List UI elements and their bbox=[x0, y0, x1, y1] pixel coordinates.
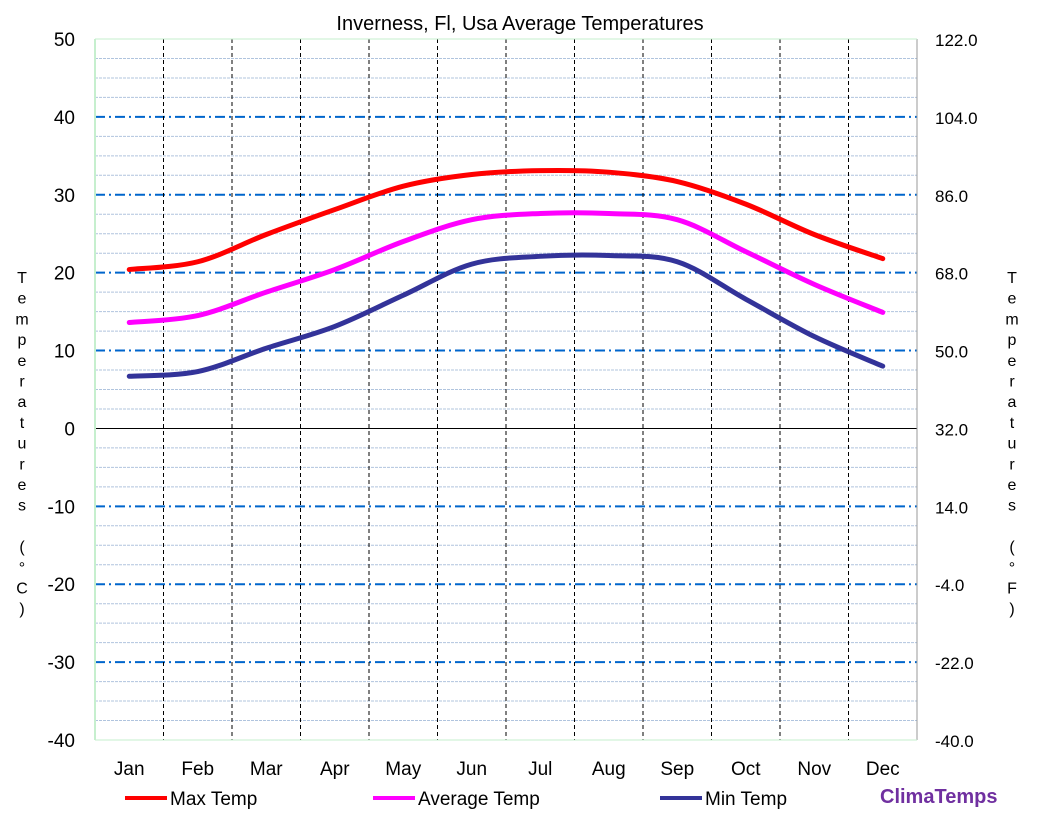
y-right-tick-label: 104.0 bbox=[935, 109, 978, 128]
y-right-tick-label: 50.0 bbox=[935, 343, 968, 362]
y-right-tick-label: -40.0 bbox=[935, 732, 974, 751]
y-tick-label: 40 bbox=[54, 108, 75, 129]
series-line-max-temp bbox=[126, 167, 886, 273]
y-right-tick-label: -22.0 bbox=[935, 654, 974, 673]
y-tick-label: -40 bbox=[48, 731, 75, 752]
y-tick-label: -20 bbox=[48, 575, 75, 596]
y-tick-label: 20 bbox=[54, 264, 75, 285]
y-tick-label: 10 bbox=[54, 342, 75, 363]
legend-label: Average Temp bbox=[418, 789, 540, 810]
x-tick-label: Mar bbox=[250, 759, 283, 780]
y-tick-label: 50 bbox=[54, 30, 75, 51]
y-right-tick-label: 14.0 bbox=[935, 498, 968, 517]
x-tick-label: Apr bbox=[320, 759, 350, 780]
brand-logo: ClimaTemps bbox=[880, 786, 998, 808]
x-tick-label: Dec bbox=[866, 759, 900, 780]
x-tick-label: Oct bbox=[731, 759, 761, 780]
x-tick-label: Sep bbox=[660, 759, 694, 780]
y-tick-label: -10 bbox=[48, 497, 75, 518]
series-line-min-temp bbox=[126, 252, 886, 379]
y-tick-label: 0 bbox=[64, 419, 75, 440]
y-right-tick-label: -4.0 bbox=[935, 576, 964, 595]
legend-label: Max Temp bbox=[170, 789, 257, 810]
y-right-tick-label: 32.0 bbox=[935, 420, 968, 439]
x-tick-label: Feb bbox=[181, 759, 214, 780]
x-tick-label: May bbox=[385, 759, 421, 780]
x-tick-label: Jun bbox=[456, 759, 487, 780]
legend-label: Min Temp bbox=[705, 789, 787, 810]
y-right-tick-label: 122.0 bbox=[935, 31, 978, 50]
x-tick-label: Aug bbox=[592, 759, 626, 780]
x-tick-label: Jul bbox=[528, 759, 552, 780]
x-tick-label: Nov bbox=[797, 759, 831, 780]
y-right-tick-label: 68.0 bbox=[935, 265, 968, 284]
y-tick-label: -30 bbox=[48, 653, 75, 674]
y-tick-label: 30 bbox=[54, 186, 75, 207]
x-tick-label: Jan bbox=[114, 759, 145, 780]
series-line-average-temp bbox=[126, 210, 886, 326]
chart-title: Inverness, Fl, Usa Average Temperatures bbox=[336, 13, 703, 35]
y-right-tick-label: 86.0 bbox=[935, 187, 968, 206]
